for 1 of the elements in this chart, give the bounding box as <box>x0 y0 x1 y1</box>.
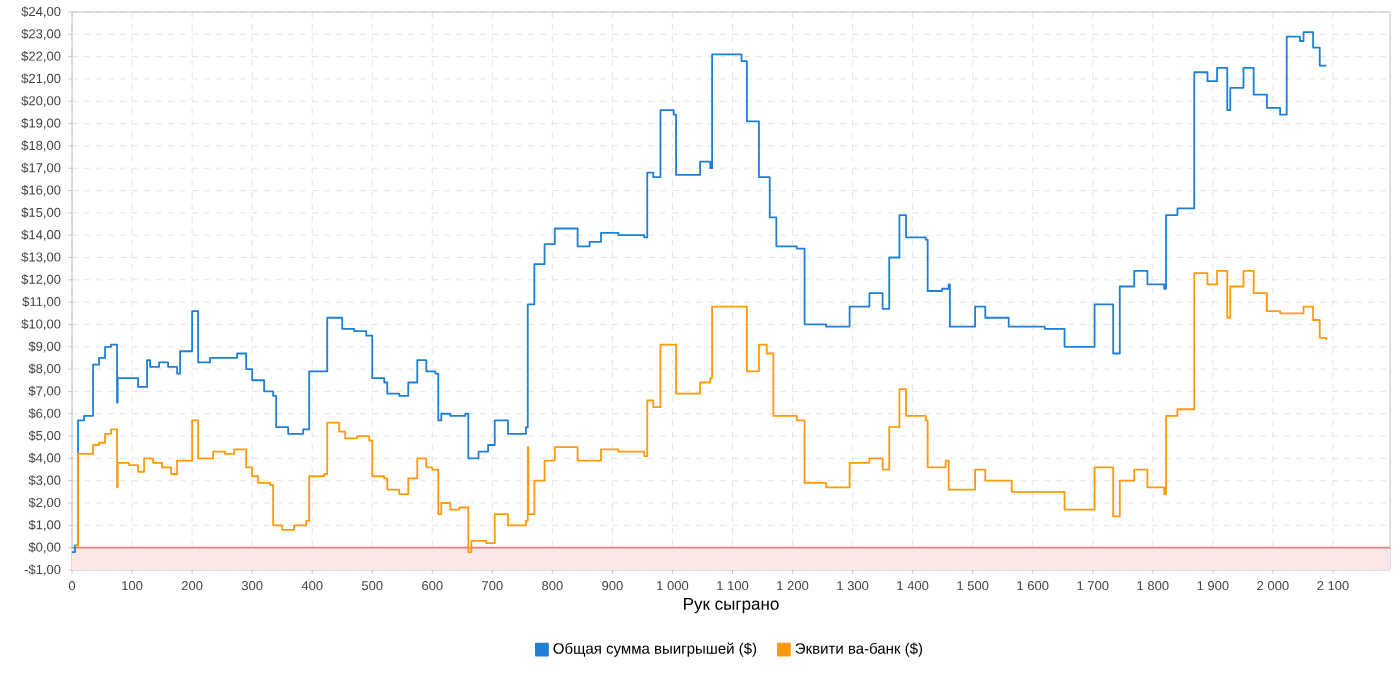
x-axis-title: Рук сыграно <box>684 597 779 614</box>
